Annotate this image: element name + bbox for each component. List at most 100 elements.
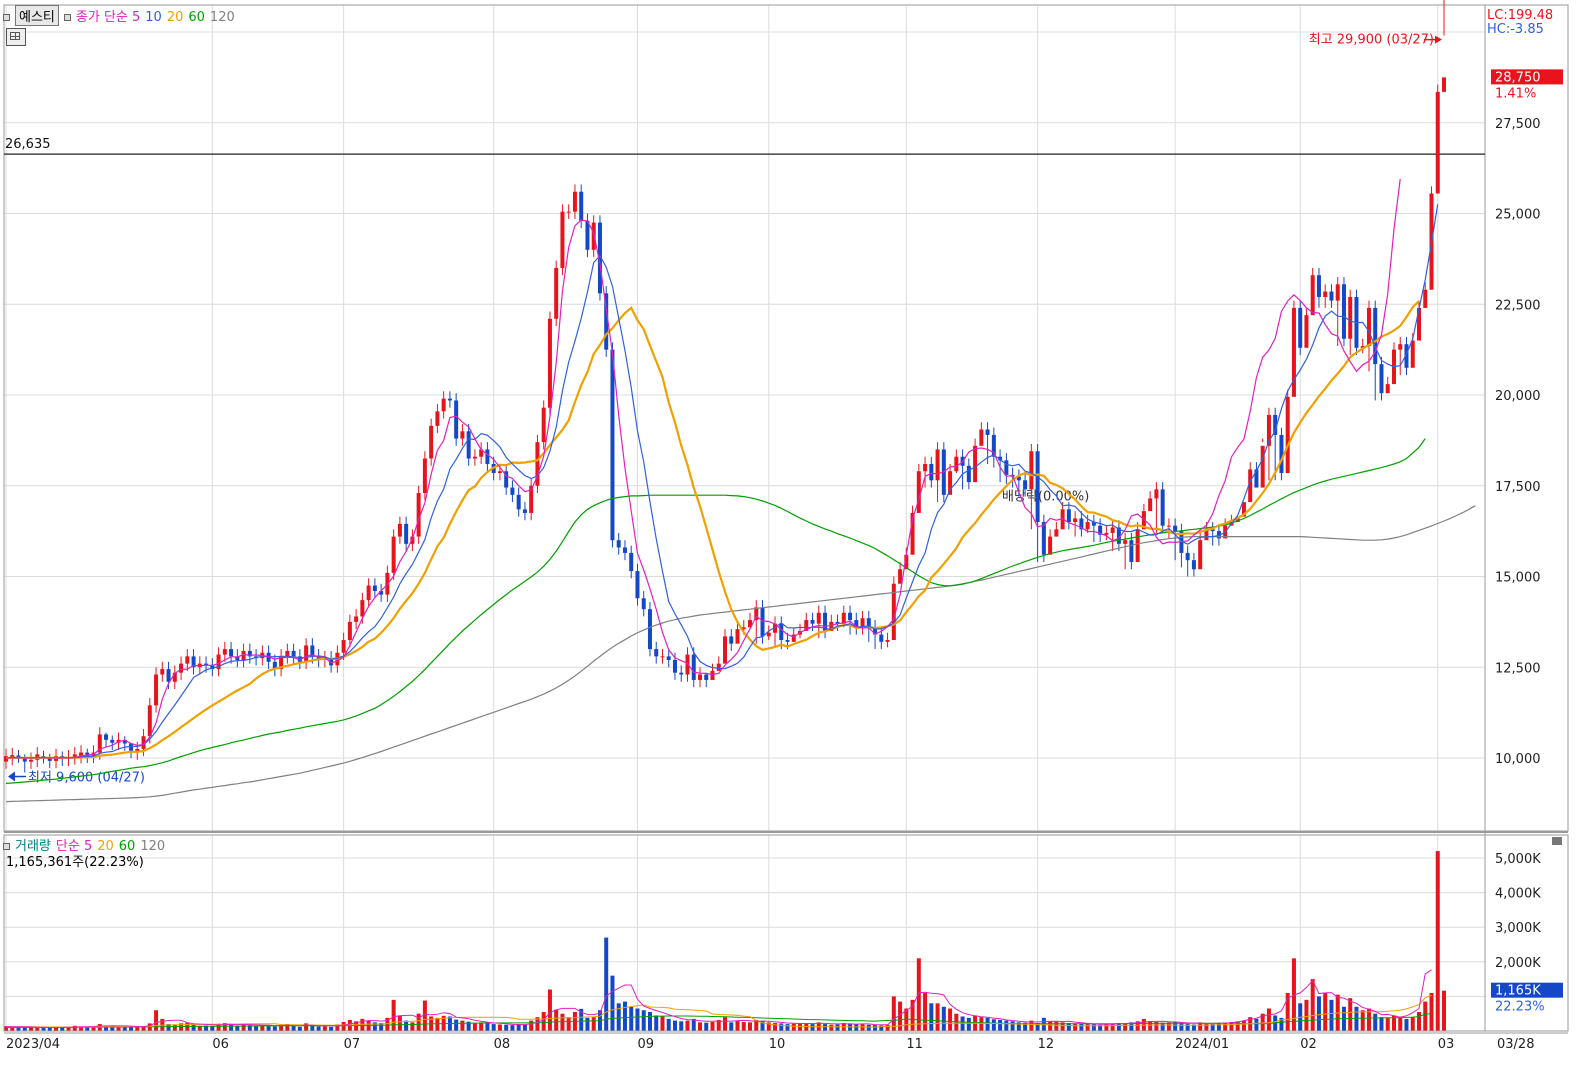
- volume-bar: [748, 1022, 753, 1031]
- ma5-line: [5, 178, 1401, 759]
- candle-body: [1066, 509, 1071, 523]
- candle-body: [679, 672, 684, 675]
- candle-body: [397, 523, 402, 537]
- legend-item[interactable]: 120: [140, 839, 166, 854]
- candle-body: [591, 222, 596, 250]
- volume-bars: [4, 851, 1446, 1031]
- candle-body: [1116, 527, 1121, 544]
- candle-body: [72, 754, 77, 758]
- legend-toggle-icon[interactable]: [3, 843, 10, 850]
- volume-bar: [829, 1024, 834, 1031]
- candle-body: [372, 585, 377, 592]
- volume-bar: [1035, 1023, 1040, 1031]
- candle-body: [279, 656, 284, 670]
- candle-body: [391, 536, 396, 573]
- volume-bar: [985, 1017, 990, 1031]
- candle-body: [1335, 284, 1340, 301]
- candle-body: [1385, 384, 1390, 394]
- volume-bar: [1154, 1022, 1159, 1031]
- volume-bar: [773, 1023, 778, 1031]
- candle-body: [860, 618, 865, 628]
- candle-body: [1154, 489, 1159, 499]
- candle-body: [923, 463, 928, 472]
- candle-body: [641, 598, 646, 610]
- candle-body: [904, 554, 909, 570]
- legend-item[interactable]: 60: [118, 839, 136, 854]
- hc-label: HC:-3.85: [1487, 22, 1544, 37]
- volume-bar: [104, 1025, 109, 1031]
- volume-bar: [335, 1024, 340, 1031]
- volume-bar: [923, 992, 928, 1031]
- volume-bar: [891, 996, 896, 1031]
- candle-body: [841, 612, 846, 624]
- candle-body: [948, 471, 953, 495]
- volume-bar: [1416, 1011, 1421, 1031]
- legend-item[interactable]: 단순 5: [55, 839, 93, 854]
- volume-bar: [379, 1023, 384, 1031]
- candle-body: [785, 640, 790, 642]
- volume-bar: [635, 1008, 640, 1031]
- volume-bar: [779, 1023, 784, 1031]
- candle-body: [547, 318, 552, 408]
- x-tick-label: 09: [637, 1037, 654, 1052]
- candle-body: [729, 636, 734, 644]
- volume-bar: [216, 1023, 221, 1031]
- candle-body: [1129, 540, 1134, 562]
- legend-item[interactable]: 20: [166, 10, 184, 25]
- legend-item[interactable]: 종가 단순 5: [75, 10, 141, 25]
- current-price-value: 28,750: [1495, 70, 1541, 85]
- candle-body: [735, 629, 740, 644]
- legend-item[interactable]: 120: [209, 10, 235, 25]
- legend-item[interactable]: 20: [97, 839, 114, 854]
- volume-bar: [254, 1025, 259, 1031]
- stock-name[interactable]: 예스티: [15, 5, 59, 26]
- volume-current: 1,165,361주(22.23%): [6, 855, 144, 870]
- candle-body: [1416, 307, 1421, 341]
- volume-bar: [1410, 1017, 1415, 1031]
- volume-bar: [1016, 1022, 1021, 1031]
- volume-bar: [1135, 1021, 1140, 1031]
- candle-body: [1041, 522, 1046, 555]
- volume-bar: [879, 1025, 884, 1031]
- volume-bar: [116, 1027, 121, 1031]
- volume-bar: [1079, 1023, 1084, 1031]
- volume-bar: [785, 1024, 790, 1031]
- panel-toggle-icon[interactable]: [1552, 837, 1562, 845]
- candle-body: [222, 649, 227, 655]
- current-volume-tag: [1491, 982, 1563, 998]
- candle-body: [1023, 480, 1028, 490]
- low-annotation: 최저 9,600 (04/27): [28, 771, 145, 786]
- legend-item[interactable]: 10: [145, 10, 162, 25]
- candle-body: [404, 523, 409, 544]
- volume-bar: [1241, 1020, 1246, 1031]
- volume-bar: [1366, 1008, 1371, 1031]
- price-legend: 예스티 종가 단순 5 10 20 60 120: [3, 5, 245, 26]
- candle-body: [129, 743, 134, 751]
- volume-bar: [416, 1013, 421, 1031]
- legend-item[interactable]: 거래량: [15, 839, 51, 854]
- candle-body: [472, 456, 477, 459]
- candle-body: [147, 705, 152, 737]
- legend-item[interactable]: 60: [188, 10, 205, 25]
- chart-frame: 27,500 25,000 22,500 20,000 17,500 15,000 12,5…: [3, 4, 1569, 1052]
- candle-body: [516, 494, 521, 510]
- legend-toggle-icon[interactable]: [63, 14, 71, 21]
- volume-bar: [1173, 1021, 1178, 1031]
- volume-bar: [1279, 1017, 1284, 1031]
- volume-bar: [1066, 1023, 1071, 1031]
- table-view-icon[interactable]: [6, 28, 26, 46]
- volume-bar: [235, 1026, 240, 1031]
- volume-bar: [1054, 1021, 1059, 1031]
- y-tick-label: 15,000: [1495, 571, 1541, 586]
- volume-bar: [1404, 1018, 1409, 1031]
- candle-body: [572, 191, 577, 212]
- legend-toggle-icon[interactable]: [3, 14, 10, 21]
- candle-body: [429, 425, 434, 459]
- current-price-tag: [1491, 69, 1563, 85]
- volume-bar: [404, 1020, 409, 1031]
- candle-body: [354, 616, 359, 622]
- volume-bar: [29, 1027, 34, 1031]
- candle-body: [379, 591, 384, 595]
